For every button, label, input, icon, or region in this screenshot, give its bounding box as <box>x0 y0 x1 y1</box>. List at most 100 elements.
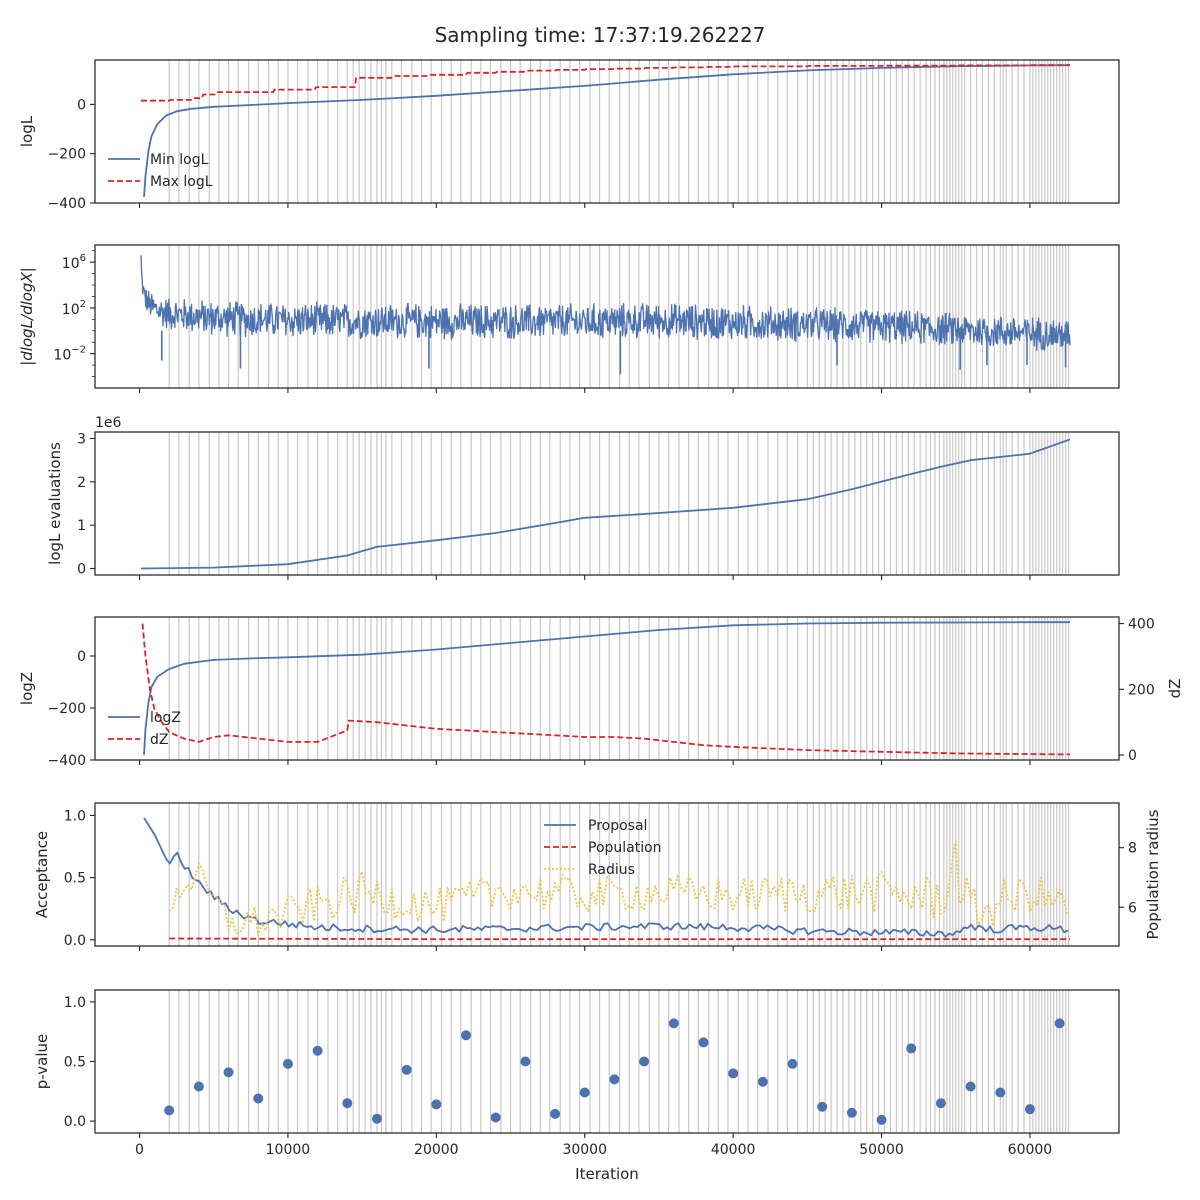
yticks-right-logz: 0 200 400 <box>1119 617 1155 764</box>
panel-logl: −400 −200 0 logL Min logL Max logL <box>18 59 1120 212</box>
ytick-label: 0.0 <box>64 1114 86 1130</box>
ytick-label: 0 <box>77 649 86 665</box>
ytick-label: −200 <box>48 701 86 717</box>
pvalue-point <box>193 1081 204 1092</box>
legend-acceptance: Proposal Population Radius <box>544 818 662 878</box>
pvalue-point <box>639 1056 650 1067</box>
ytick-label: −400 <box>48 196 86 212</box>
series-acceptance <box>143 817 1070 941</box>
series-acceptance-radius <box>168 840 1068 937</box>
xtick-label: 10000 <box>266 1142 311 1158</box>
ytick-label: 0 <box>77 97 86 113</box>
pvalue-point <box>1054 1018 1065 1029</box>
xticks-acceptance <box>138 946 1031 951</box>
vlines-pvalue <box>168 990 1070 1133</box>
xlabel-iteration: Iteration <box>575 1165 639 1183</box>
pvalue-point <box>846 1107 857 1118</box>
series-logz-logz <box>143 621 1070 755</box>
pvalue-point <box>401 1064 412 1075</box>
ylabel-gradient: |dlogL/dlogX| <box>18 267 36 366</box>
series-evals <box>140 438 1071 570</box>
xtick-label: 20000 <box>414 1142 459 1158</box>
panel-pvalue: 0.0 0.5 1.0 0 10000 20000 30000 40000 50000 6000… <box>33 989 1120 1183</box>
ytick-label: 106 <box>62 253 86 272</box>
frame-evals <box>94 431 1120 576</box>
xtick-label: 50000 <box>859 1142 904 1158</box>
yticks-evals: 0 1 2 3 <box>77 432 95 578</box>
figure-title: Sampling time: 17:37:19.262227 <box>435 23 766 47</box>
yticks-right-acceptance: 68 <box>1119 841 1137 916</box>
pvalue-point <box>787 1058 798 1069</box>
frame-acceptance <box>94 802 1120 947</box>
legend-label-population: Population <box>588 840 662 856</box>
yticks-logz: −400 −200 0 <box>48 649 95 769</box>
ylabel-pvalue: p-value <box>33 1034 51 1090</box>
pvalue-point <box>164 1105 175 1116</box>
series-logl-max-logl <box>141 64 1070 102</box>
vlines-logl <box>168 60 1070 203</box>
xticks-gradient <box>138 388 1031 393</box>
offset-text-evals: 1e6 <box>95 415 122 431</box>
ylabel-acceptance: Acceptance <box>33 831 51 918</box>
frame-gradient <box>94 244 1120 389</box>
legend-label-max-logl: Max logL <box>150 174 213 190</box>
pvalue-point <box>312 1045 323 1056</box>
pvalue-point <box>253 1093 264 1104</box>
panel-gradient: 10−2 102 106 |dlogL/dlogX| <box>18 244 1120 393</box>
legend-label-radius: Radius <box>588 862 635 878</box>
series-logz <box>141 621 1071 756</box>
xtick-label: 40000 <box>711 1142 756 1158</box>
frame-logz <box>94 616 1120 761</box>
yticks-acceptance: 0.0 0.5 1.0 <box>64 808 95 949</box>
pvalue-point <box>965 1081 976 1092</box>
ylabel-logl: logL <box>18 115 36 147</box>
xtick-label: 60000 <box>1008 1142 1053 1158</box>
series-logl-min-logl <box>143 64 1071 197</box>
ytick-right-label: 400 <box>1128 617 1155 633</box>
pvalue-point <box>371 1113 382 1124</box>
pvalue-point <box>223 1067 234 1078</box>
ytick-label: 2 <box>77 475 86 491</box>
ylabel-evals: logL evaluations <box>46 442 64 565</box>
pvalue-point <box>550 1108 561 1119</box>
xtick-label: 30000 <box>562 1142 607 1158</box>
legend-label-proposal: Proposal <box>588 818 647 834</box>
ytick-label: 0.5 <box>64 1055 86 1071</box>
ytick-label: 1 <box>77 518 86 534</box>
ytick-right-label: 200 <box>1128 682 1155 698</box>
ytick-label: 1.0 <box>64 995 86 1011</box>
pvalue-point <box>935 1098 946 1109</box>
pvalue-point <box>342 1098 353 1109</box>
legend-label-logz: logZ <box>150 710 181 726</box>
xticks-evals <box>138 575 1031 580</box>
vlines-acceptance <box>168 803 1070 946</box>
series-pvalue <box>164 1018 1065 1125</box>
pvalue-point <box>728 1068 739 1079</box>
panel-evals: 0 1 2 3 1e6 logL evaluations <box>46 415 1120 580</box>
xticks-pvalue: 0 10000 20000 30000 40000 50000 60000 <box>135 1133 1052 1158</box>
ylabel-right-logz: dZ <box>1166 679 1184 699</box>
pvalue-point <box>282 1058 293 1069</box>
series-acceptance-population <box>169 937 1070 941</box>
pvalue-point <box>579 1087 590 1098</box>
pvalue-point <box>431 1099 442 1110</box>
yticks-logl: −400 −200 0 <box>48 97 95 212</box>
legend-label-dz: dZ <box>150 732 168 748</box>
ytick-label: 10−2 <box>53 345 86 364</box>
ytick-label: 0 <box>77 562 86 578</box>
legend-logl: Min logL Max logL <box>108 152 213 190</box>
pvalue-point <box>520 1056 531 1067</box>
ytick-label: 0.0 <box>64 933 86 949</box>
yticks-gradient: 10−2 102 106 <box>53 250 95 377</box>
vlines-evals <box>168 432 1070 575</box>
ytick-right-label: 0 <box>1128 748 1137 764</box>
series-logz-dz <box>141 623 1071 756</box>
pvalue-point <box>609 1074 620 1085</box>
pvalue-point <box>906 1043 917 1054</box>
ytick-label: −400 <box>48 753 86 769</box>
panel-acceptance: 0.00.51.0 68 Acceptance Population radiu… <box>33 802 1162 951</box>
ylabel-right-acceptance: Population radius <box>1144 809 1162 939</box>
ytick-right-label: 6 <box>1128 900 1137 916</box>
series-acceptance-proposal <box>143 817 1069 938</box>
